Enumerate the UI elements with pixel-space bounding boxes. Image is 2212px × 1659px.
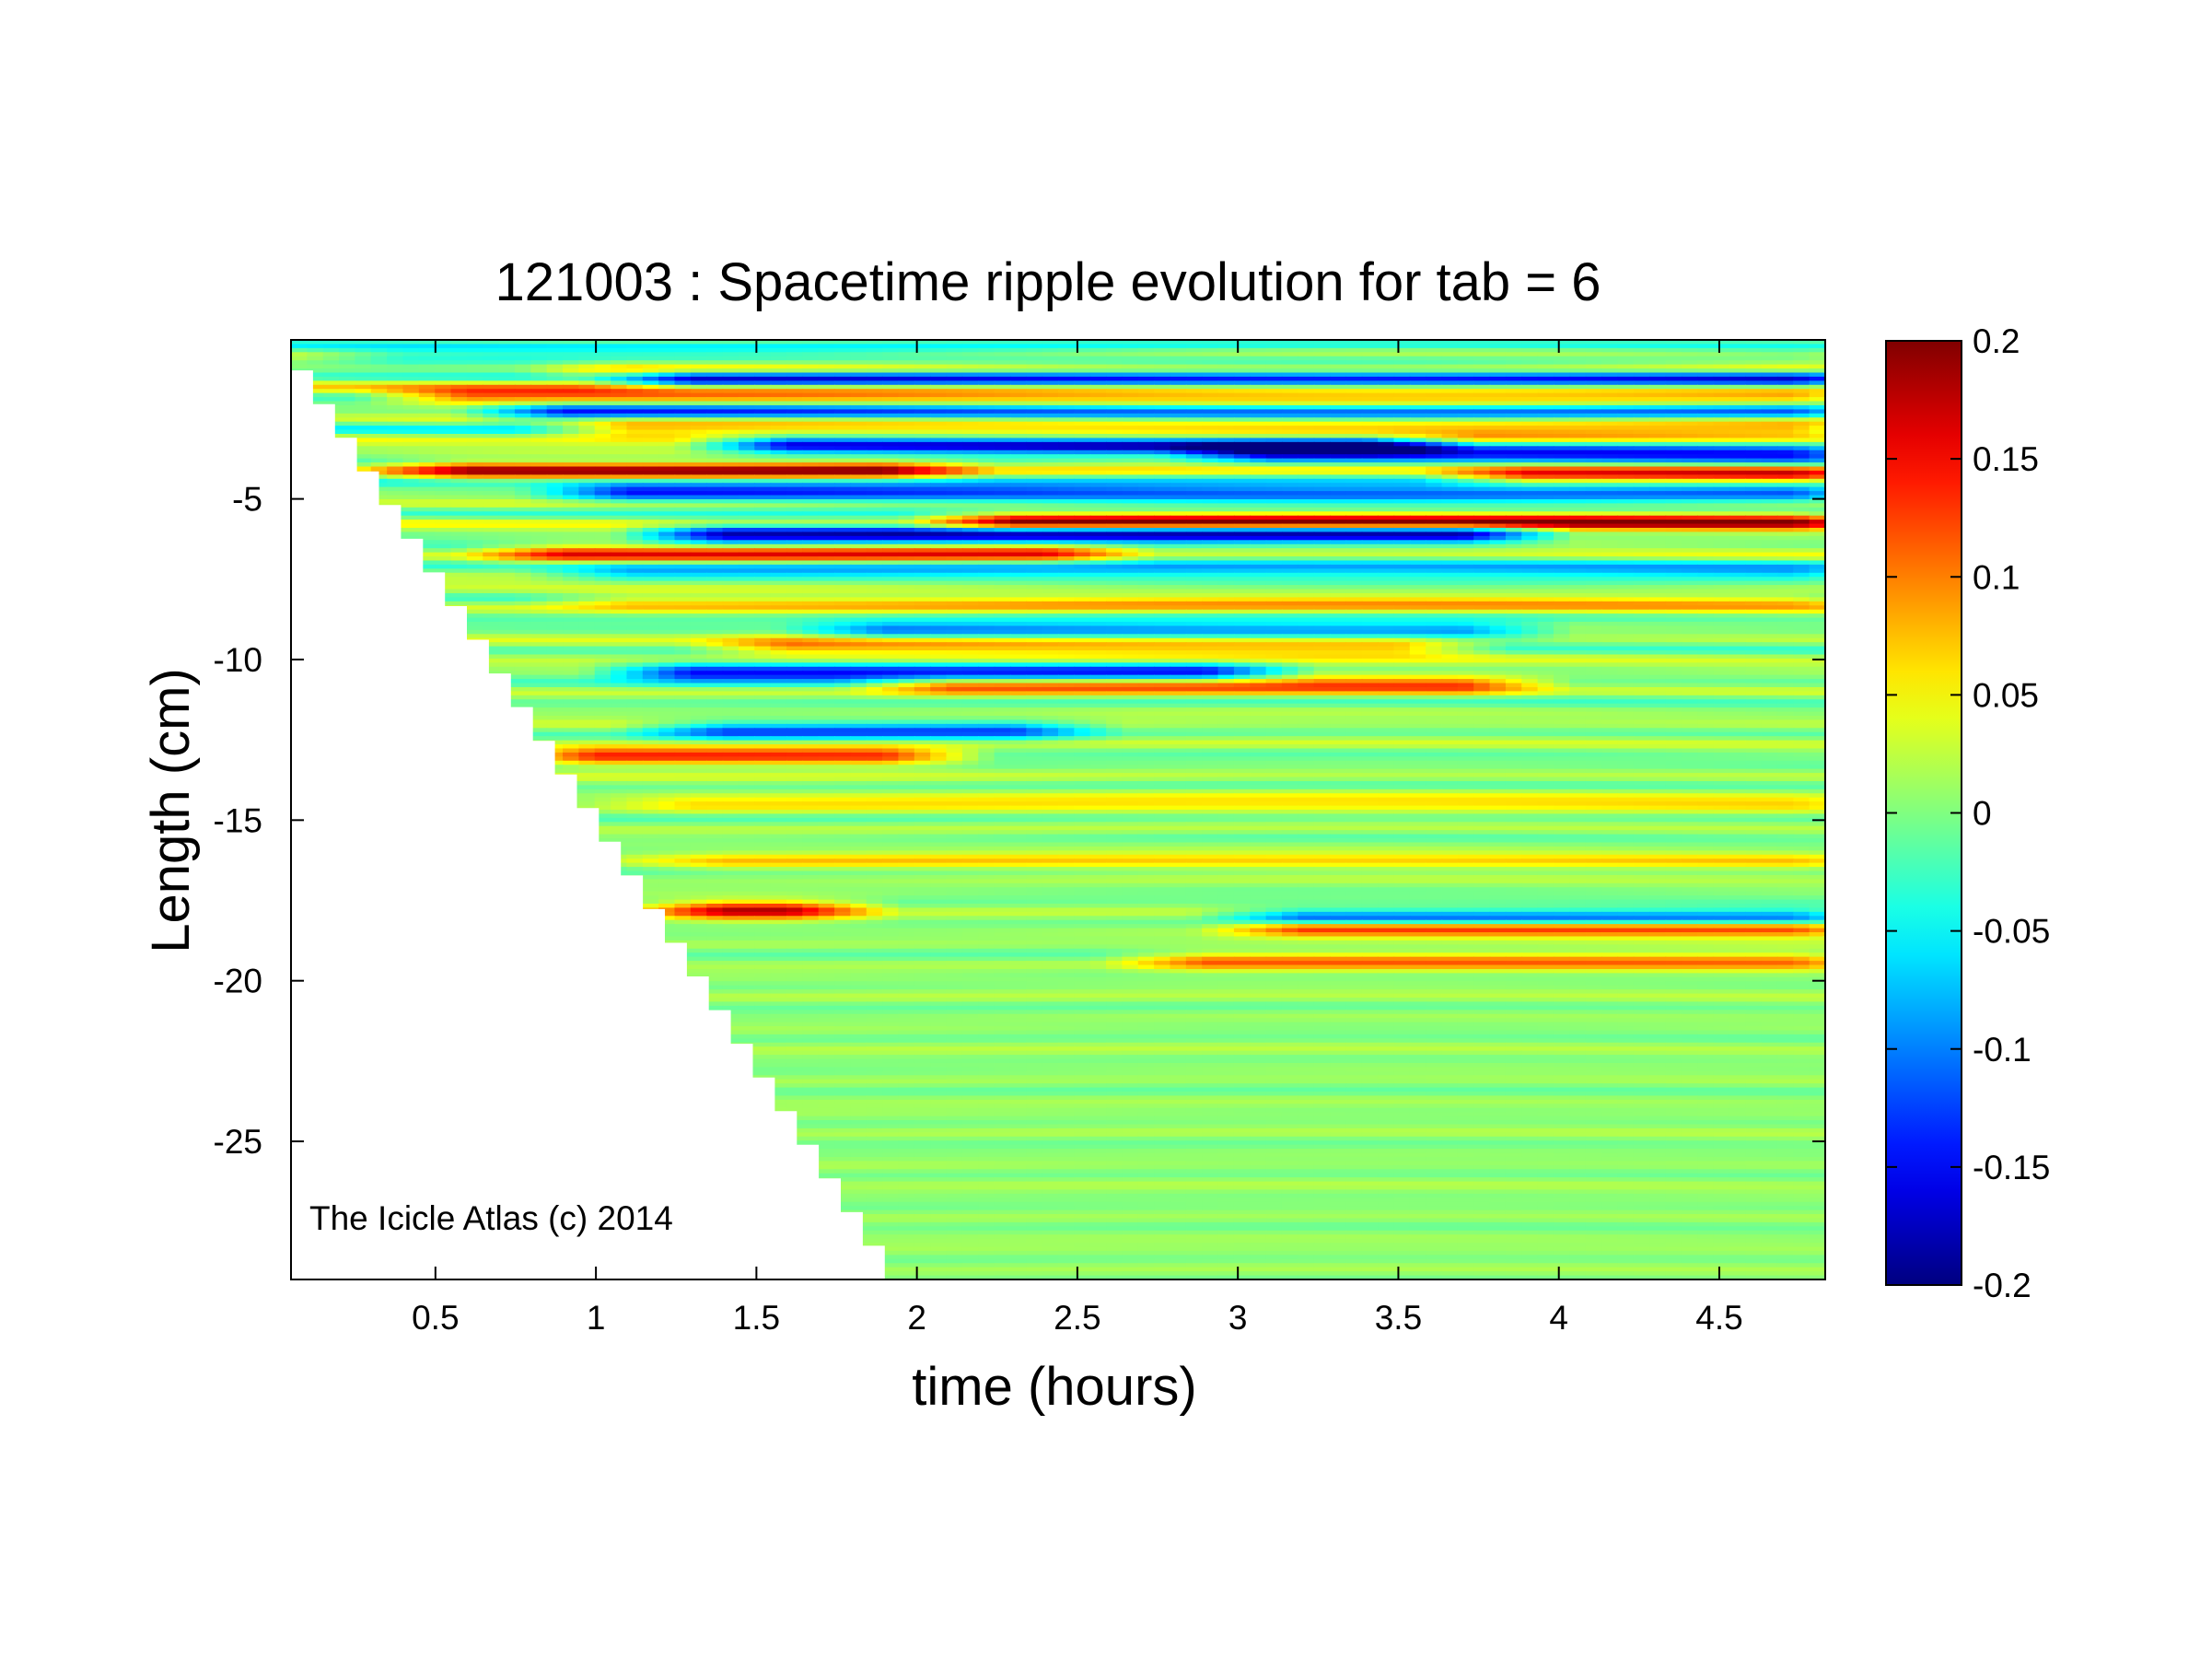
- chart-title: 121003 : Spacetime ripple evolution for …: [495, 252, 1601, 312]
- heatmap-plot: 0.5 1 1.5 2 2.5 3 3.5 4 4.5 -5-10-15-20-25 The I…: [214, 340, 1826, 1337]
